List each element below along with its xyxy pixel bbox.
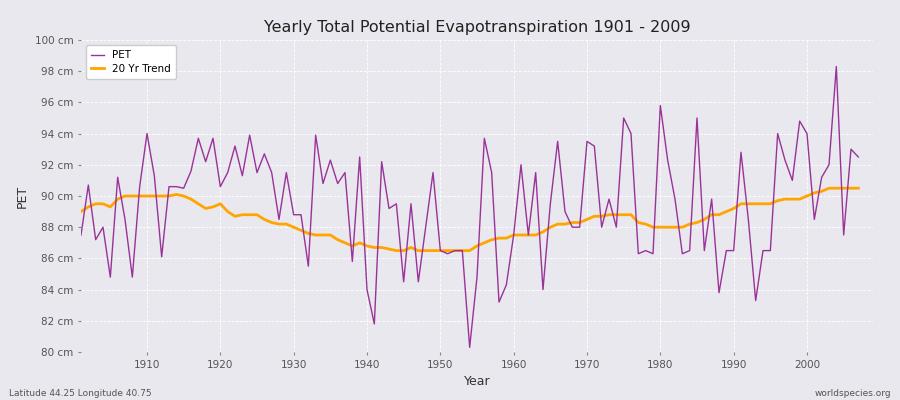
- Title: Yearly Total Potential Evapotranspiration 1901 - 2009: Yearly Total Potential Evapotranspiratio…: [264, 20, 690, 35]
- 20 Yr Trend: [824, 186, 834, 190]
- Legend: PET, 20 Yr Trend: PET, 20 Yr Trend: [86, 45, 176, 79]
- PET: [809, 217, 820, 222]
- PET: [670, 197, 680, 202]
- Text: worldspecies.org: worldspecies.org: [814, 389, 891, 398]
- 20 Yr Trend: [809, 190, 820, 195]
- 20 Yr Trend: [310, 232, 321, 237]
- PET: [772, 131, 783, 136]
- Line: 20 Yr Trend: 20 Yr Trend: [81, 188, 859, 250]
- PET: [633, 251, 643, 256]
- PET: [706, 197, 717, 202]
- PET: [464, 345, 475, 350]
- 20 Yr Trend: [391, 248, 401, 253]
- 20 Yr Trend: [706, 212, 717, 217]
- 20 Yr Trend: [772, 198, 783, 203]
- PET: [310, 133, 321, 138]
- Y-axis label: PET: PET: [16, 184, 29, 208]
- 20 Yr Trend: [670, 225, 680, 230]
- X-axis label: Year: Year: [464, 375, 490, 388]
- PET: [831, 64, 842, 69]
- PET: [76, 232, 86, 237]
- Line: PET: PET: [81, 66, 859, 347]
- Text: Latitude 44.25 Longitude 40.75: Latitude 44.25 Longitude 40.75: [9, 389, 151, 398]
- 20 Yr Trend: [633, 220, 643, 225]
- 20 Yr Trend: [853, 186, 864, 190]
- PET: [853, 154, 864, 159]
- 20 Yr Trend: [76, 209, 86, 214]
